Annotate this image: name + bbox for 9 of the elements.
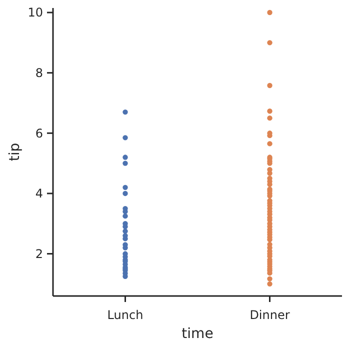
x-tick-label: Lunch xyxy=(107,308,144,322)
y-tick-label: 2 xyxy=(35,246,43,261)
y-tick-label: 8 xyxy=(35,66,43,80)
y-tick-label: 10 xyxy=(28,6,43,20)
y-tick-label: 6 xyxy=(35,126,43,140)
y-tick-label: 4 xyxy=(35,186,43,201)
x-axis-title: time xyxy=(182,326,214,342)
x-tick-label: Dinner xyxy=(250,308,290,322)
y-axis-title: tip xyxy=(7,142,23,162)
